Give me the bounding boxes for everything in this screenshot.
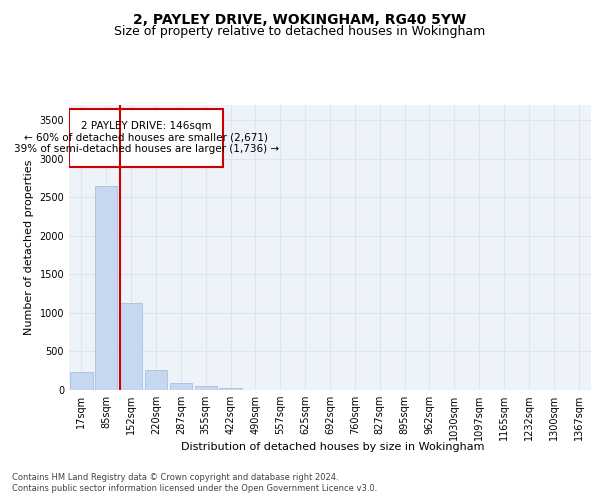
Bar [194, 386, 217, 390]
Bar [95, 186, 118, 390]
Bar [70, 372, 92, 390]
Y-axis label: Number of detached properties: Number of detached properties [24, 160, 34, 335]
Text: 2, PAYLEY DRIVE, WOKINGHAM, RG40 5YW: 2, PAYLEY DRIVE, WOKINGHAM, RG40 5YW [133, 12, 467, 26]
Bar [120, 303, 142, 390]
Text: Contains public sector information licensed under the Open Government Licence v3: Contains public sector information licen… [12, 484, 377, 493]
Text: Contains HM Land Registry data © Crown copyright and database right 2024.: Contains HM Land Registry data © Crown c… [12, 472, 338, 482]
Text: Distribution of detached houses by size in Wokingham: Distribution of detached houses by size … [181, 442, 485, 452]
Text: Size of property relative to detached houses in Wokingham: Size of property relative to detached ho… [115, 25, 485, 38]
Bar [220, 388, 242, 390]
Bar [145, 370, 167, 390]
Bar [170, 382, 192, 390]
Bar [70, 109, 223, 166]
Text: 2 PAYLEY DRIVE: 146sqm
← 60% of detached houses are smaller (2,671)
39% of semi-: 2 PAYLEY DRIVE: 146sqm ← 60% of detached… [14, 121, 279, 154]
